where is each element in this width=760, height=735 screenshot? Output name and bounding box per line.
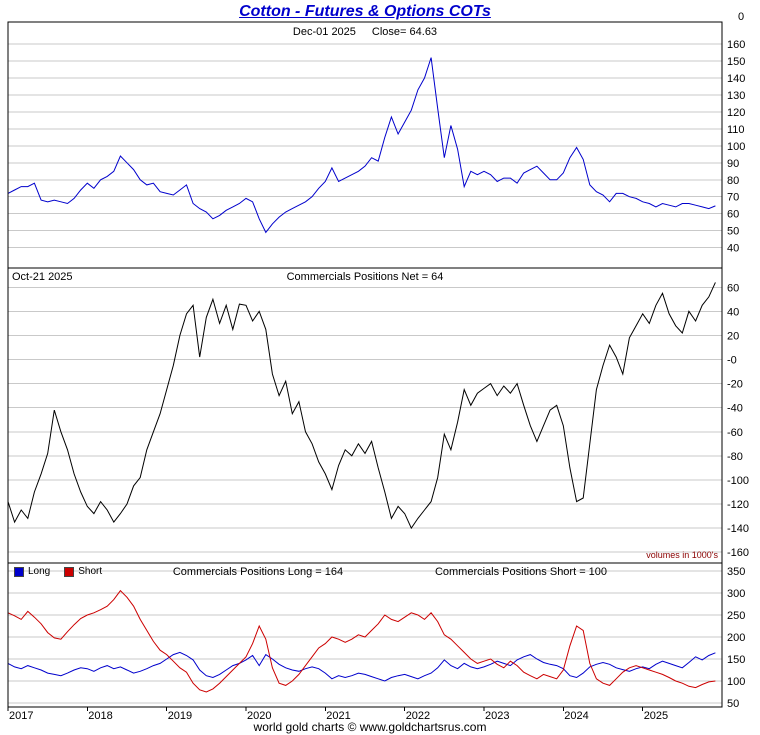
y-tick-label: 350 [727,566,745,578]
y-tick-label: 40 [727,243,739,255]
y-tick-label: 40 [727,306,739,318]
y-tick-label: 150 [727,56,745,68]
short-swatch-icon [64,566,75,577]
x-tick-label: 2019 [168,710,192,722]
x-tick-label: 2020 [247,710,271,722]
legend-short-label: Short [78,566,103,577]
x-tick-label: 2021 [326,710,350,722]
y-tick-label: 120 [727,107,745,119]
y-tick-label: 130 [727,90,745,102]
long-annotation: Commercials Positions Long = 164 [172,566,344,578]
short-line [7,589,716,693]
y-tick-label: 250 [727,610,745,622]
price-line [7,57,716,234]
y-tick-label: 60 [727,209,739,221]
y-tick-label: 50 [727,698,739,710]
y-tick-label: 100 [727,141,745,153]
y-tick-label: -140 [727,523,749,535]
y-tick-label: -80 [727,451,743,463]
footer-credit: world gold charts © www.goldchartsrus.co… [253,720,487,734]
y-tick-label: 100 [727,676,745,688]
y-tick-label: 90 [727,158,739,170]
y-tick-label: -120 [727,499,749,511]
x-tick-label: 2023 [485,710,509,722]
price-close-label: Close= 64.63 [371,26,438,38]
net-date-label: Oct-21 2025 [12,271,73,283]
y-tick-label: 150 [727,654,745,666]
y-tick-label: -100 [727,475,749,487]
legend: Long Short [14,566,102,577]
y-tick-label: -40 [727,403,743,415]
y-tick-label: 110 [727,124,745,136]
y-tick-label: -20 [727,379,743,391]
x-tick-label: 2022 [406,710,430,722]
top-right-axis-label: 0 [738,11,745,23]
page-title: Cotton - Futures & Options COTs [239,3,491,20]
legend-item-long: Long [14,566,50,577]
y-tick-label: -60 [727,427,743,439]
y-tick-label: 80 [727,175,739,187]
y-tick-label: 70 [727,192,739,204]
y-tick-label: 140 [727,73,745,85]
net-line [7,282,716,530]
x-tick-label: 2025 [644,710,668,722]
x-tick-label: 2017 [9,710,33,722]
legend-item-short: Short [64,566,102,577]
price-annotation: Dec-01 2025 Close= 64.63 [8,26,722,38]
y-tick-label: -160 [727,547,749,559]
legend-long-label: Long [28,566,51,577]
long-line [7,651,716,682]
short-annotation: Commercials Positions Short = 100 [434,566,608,578]
y-tick-label: -0 [727,355,737,367]
y-tick-label: 300 [727,588,745,600]
x-tick-label: 2018 [88,710,112,722]
x-tick-label: 2024 [564,710,588,722]
price-date-label: Dec-01 2025 [292,26,356,38]
y-tick-label: 60 [727,282,739,294]
y-tick-label: 50 [727,226,739,238]
volumes-note: volumes in 1000's [646,550,718,560]
y-tick-label: 20 [727,330,739,342]
net-annotation: Commercials Positions Net = 64 [286,271,444,283]
y-tick-label: 160 [727,39,745,51]
long-swatch-icon [14,566,24,577]
plot-border [7,21,723,708]
y-tick-label: 200 [727,632,745,644]
